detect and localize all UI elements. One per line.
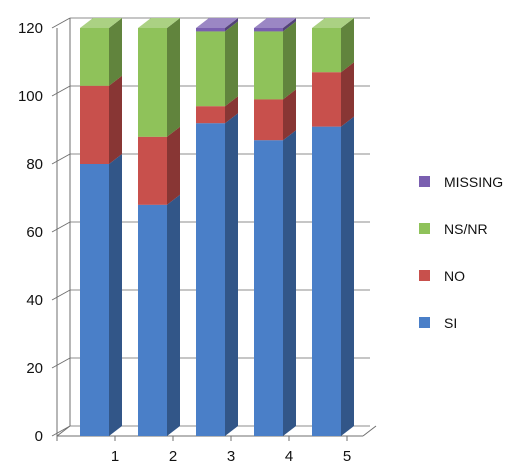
bar-side <box>109 75 122 164</box>
x-tick-label: 4 <box>285 448 293 464</box>
y-tick-mark <box>51 357 71 369</box>
bar-top <box>312 18 354 28</box>
bar-segment-no-1 <box>80 75 122 164</box>
bar-side <box>109 154 122 436</box>
bar-front <box>138 204 167 436</box>
bar-front <box>80 164 109 436</box>
bar-front <box>254 31 283 100</box>
legend-label: MISSING <box>444 174 503 190</box>
bar-top <box>80 18 122 28</box>
bar-segment-no-2 <box>138 126 180 205</box>
bar-side <box>341 116 354 436</box>
legend-swatch <box>419 270 430 281</box>
x-tick-label: 2 <box>169 448 177 464</box>
legend-swatch <box>419 223 430 234</box>
bar-side <box>283 89 296 141</box>
bar-side <box>167 18 180 137</box>
y-tick-mark <box>51 85 71 97</box>
bar-segment-si-4 <box>254 130 296 436</box>
legend-label: NS/NR <box>444 221 488 237</box>
legend-swatch <box>419 176 430 187</box>
bar-side <box>225 18 238 32</box>
y-tick-label: 40 <box>26 292 43 309</box>
y-tick-label: 80 <box>26 156 43 173</box>
bar-segment-si-3 <box>196 113 238 436</box>
bar-side <box>283 21 296 100</box>
bar-front <box>80 85 109 164</box>
bar-side <box>109 18 122 86</box>
y-tick-mark <box>51 17 71 29</box>
bar-side <box>225 113 238 436</box>
bar-front <box>80 28 109 86</box>
bar-front <box>254 28 283 32</box>
bar-segment-ns-nr-5 <box>312 18 354 73</box>
legend: MISSING NS/NR NO SI <box>419 174 503 331</box>
bar-side <box>167 126 180 205</box>
y-tick-label: 20 <box>26 360 43 377</box>
bar-segment-missing-3 <box>196 18 238 32</box>
bar-front <box>254 140 283 436</box>
x-tick-label: 5 <box>343 448 351 464</box>
bar-front <box>196 31 225 107</box>
y-tick-label: 0 <box>35 428 43 445</box>
y-tick-labels: 0 20 40 60 80 100 120 <box>18 20 43 445</box>
bar-front <box>138 28 167 137</box>
legend-item-missing: MISSING <box>419 174 503 190</box>
x-tick-label: 1 <box>111 448 119 464</box>
bar-front <box>196 106 225 124</box>
bar-segment-si-1 <box>80 154 122 436</box>
bar-front <box>254 99 283 141</box>
bar-segment-ns-nr-4 <box>254 21 296 100</box>
legend-item-ns-nr: NS/NR <box>419 221 488 237</box>
bar-side <box>283 18 296 32</box>
bars <box>80 18 354 436</box>
floor-left-edge <box>56 425 71 437</box>
bar-side <box>225 96 238 124</box>
bar-front <box>138 136 167 205</box>
bar-segment-ns-nr-3 <box>196 21 238 107</box>
legend-label: NO <box>444 268 465 284</box>
bar-segment-ns-nr-1 <box>80 18 122 86</box>
bar-segment-si-2 <box>138 194 180 436</box>
bar-front <box>196 123 225 436</box>
floor-right-edge <box>362 425 377 437</box>
bar-front <box>312 126 341 436</box>
y-tick-mark <box>51 221 71 233</box>
y-tick-label: 100 <box>18 88 43 105</box>
legend-swatch <box>419 317 430 328</box>
y-tick-mark <box>51 289 71 301</box>
y-tick-mark <box>51 425 71 437</box>
bar-top <box>254 18 296 28</box>
bar-segment-si-5 <box>312 116 354 436</box>
bar-front <box>312 28 341 73</box>
x-tick-label: 3 <box>227 448 235 464</box>
bar-side <box>283 130 296 436</box>
y-tick-label: 60 <box>26 224 43 241</box>
bar-top <box>138 18 180 28</box>
bar-segment-missing-4 <box>254 18 296 32</box>
x-tick-labels: 1 2 3 4 5 <box>111 448 351 464</box>
bar-side <box>225 21 238 107</box>
bar-side <box>341 18 354 73</box>
bar-side <box>167 194 180 436</box>
bar-segment-ns-nr-2 <box>138 18 180 137</box>
bar-side <box>341 62 354 127</box>
legend-label: SI <box>444 315 457 331</box>
y-tick-label: 120 <box>18 20 43 37</box>
bar-top <box>196 18 238 28</box>
legend-item-no: NO <box>419 268 465 284</box>
legend-item-si: SI <box>419 315 457 331</box>
bar-front <box>196 28 225 32</box>
bar-front <box>312 72 341 127</box>
y-tick-mark <box>51 153 71 165</box>
